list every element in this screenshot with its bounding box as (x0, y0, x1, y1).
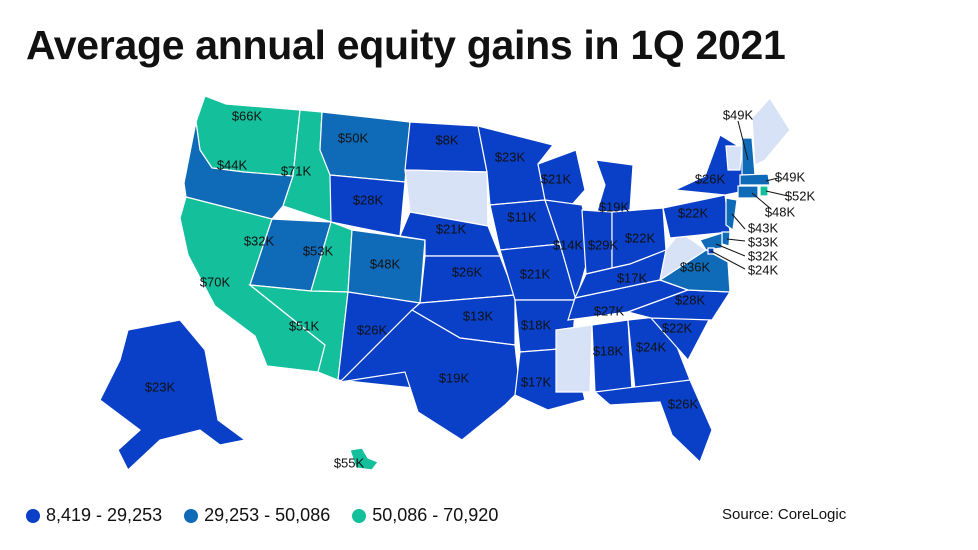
value-label-ks: $26K (452, 264, 483, 279)
value-label-id: $71K (281, 163, 312, 178)
state-ma (739, 173, 771, 186)
value-label-nh: $49K (723, 107, 754, 122)
value-label-ny: $26K (695, 171, 726, 186)
value-label-az: $51K (289, 318, 320, 333)
value-label-ak: $23K (145, 379, 176, 394)
state-fl (593, 379, 713, 464)
value-label-tx: $19K (439, 370, 470, 385)
value-label-ok: $13K (463, 308, 494, 323)
value-label-va: $36K (680, 259, 711, 274)
leader-line-ri (765, 190, 789, 197)
value-label-mi: $19K (599, 199, 630, 214)
value-label-nv: $32K (244, 233, 275, 248)
value-label-sc: $22K (662, 320, 693, 335)
leader-line-nh (737, 120, 749, 161)
leader-line-dc (710, 250, 746, 270)
legend-item-mid: 29,253 - 50,086 (184, 505, 330, 526)
state-ms (555, 324, 593, 393)
states-layer (99, 95, 791, 471)
value-label-ia: $11K (507, 209, 537, 224)
state-me (751, 97, 791, 166)
value-label-de: $33K (748, 234, 779, 249)
value-label-mt: $50K (338, 130, 369, 145)
leader-line-de (726, 238, 746, 242)
value-label-ca: $70K (200, 274, 231, 289)
state-md (699, 232, 723, 251)
legend-item-high: 50,086 - 70,920 (352, 505, 498, 526)
legend-dot-low (26, 508, 40, 523)
value-label-md: $32K (748, 248, 779, 263)
value-label-ma: $49K (775, 169, 806, 184)
value-label-in: $29K (588, 237, 619, 252)
value-label-hi: $55K (334, 455, 365, 470)
value-label-nm: $26K (357, 322, 388, 337)
value-label-dc: $24K (748, 262, 779, 277)
source-note: Source: CoreLogic (722, 506, 847, 523)
value-label-nd: $8K (435, 132, 458, 147)
state-ct (737, 185, 759, 199)
value-label-il: $14K (553, 237, 584, 252)
value-label-al: $18K (593, 343, 624, 358)
state-ri (759, 185, 769, 197)
legend-label-low: 8,419 - 29,253 (46, 505, 163, 525)
state-nj (725, 197, 738, 232)
legend-dot-high (352, 508, 367, 523)
state-nc (625, 289, 732, 321)
value-label-mo: $21K (520, 266, 551, 281)
value-label-nj: $43K (748, 220, 779, 235)
leader-line-nj (731, 213, 746, 230)
value-label-ga: $24K (636, 339, 667, 354)
leader-lines (710, 120, 789, 270)
value-label-nc: $28K (675, 292, 706, 307)
state-vt (725, 145, 743, 171)
value-label-ky: $17K (617, 270, 648, 285)
value-label-oh: $22K (625, 230, 656, 245)
leader-line-md (715, 243, 746, 257)
value-label-fl: $26K (668, 396, 699, 411)
legend-label-high: 50,086 - 70,920 (372, 505, 499, 525)
page-title: Average annual equity gains in 1Q 2021 (26, 22, 786, 68)
state-hi (349, 447, 379, 471)
value-label-ri: $52K (785, 188, 816, 203)
value-label-la: $17K (521, 374, 552, 389)
leader-line-ma (765, 177, 779, 182)
legend-label-mid: 29,253 - 50,086 (204, 505, 331, 525)
state-il (544, 199, 593, 303)
state-mt (319, 111, 411, 183)
legend: 8,419 - 29,253 29,253 - 50,086 50,086 - … (26, 505, 498, 526)
value-labels: $66K $44K $70K $71K $32K $50K $28K $53K $51K $48K… (145, 107, 816, 470)
value-label-or: $44K (217, 157, 248, 172)
value-label-ar: $18K (521, 317, 552, 332)
state-ak (99, 319, 247, 471)
value-label-ct: $48K (765, 204, 796, 219)
value-label-wa: $66K (232, 108, 263, 123)
legend-item-low: 8,419 - 29,253 (26, 505, 162, 526)
value-label-co: $48K (370, 256, 401, 271)
value-label-tn: $27K (594, 303, 625, 318)
value-label-wi: $21K (541, 171, 572, 186)
value-label-pa: $22K (678, 205, 709, 220)
leader-line-ct (751, 192, 772, 210)
value-label-ne: $21K (436, 221, 467, 236)
value-label-mn: $23K (495, 149, 526, 164)
value-label-ut: $53K (303, 243, 334, 258)
value-label-wy: $28K (353, 192, 384, 207)
state-tx (338, 309, 521, 441)
legend-dot-mid (184, 508, 199, 523)
